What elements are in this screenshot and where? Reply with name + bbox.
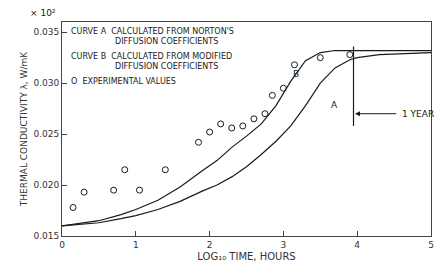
svg-text:CURVE B CALCULATED FROM MODIF: CURVE B CALCULATED FROM MODIFIED [71, 52, 232, 61]
svg-text:1: 1 [133, 240, 139, 250]
svg-text:0: 0 [59, 240, 65, 250]
svg-text:DIFFUSION COEFFICIENTS: DIFFUSION COEFFICIENTS [115, 62, 218, 71]
svg-text:0.015: 0.015 [33, 231, 59, 241]
svg-text:0.025: 0.025 [33, 129, 59, 139]
svg-text:DIFFUSION COEFFICIENTS: DIFFUSION COEFFICIENTS [115, 37, 218, 46]
svg-text:B: B [293, 69, 299, 79]
svg-text:4: 4 [354, 240, 360, 250]
svg-text:CURVE A CALCULATED FROM NORTO: CURVE A CALCULATED FROM NORTON'S [71, 27, 234, 36]
svg-text:THERMAL CONDUCTIVITY λ, W/mK: THERMAL CONDUCTIVITY λ, W/mK [19, 51, 29, 207]
svg-text:2: 2 [207, 240, 213, 250]
svg-text:1 YEAR: 1 YEAR [402, 109, 434, 119]
svg-text:× 10²: × 10² [30, 8, 56, 18]
svg-text:LOG₁₀ TIME, HOURS: LOG₁₀ TIME, HOURS [197, 251, 295, 262]
svg-text:0.030: 0.030 [33, 78, 59, 88]
svg-text:0.020: 0.020 [33, 180, 59, 190]
svg-text:A: A [331, 100, 338, 110]
svg-text:0.035: 0.035 [33, 27, 59, 37]
svg-text:3: 3 [281, 240, 287, 250]
svg-text:O EXPERIMENTAL VALUES: O EXPERIMENTAL VALUES [71, 77, 176, 86]
svg-text:5: 5 [428, 240, 434, 250]
